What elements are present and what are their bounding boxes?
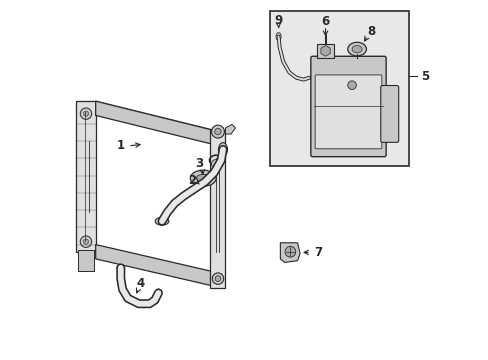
Bar: [210, 130, 225, 288]
Circle shape: [215, 276, 221, 282]
Bar: [76, 101, 96, 252]
Ellipse shape: [347, 42, 366, 56]
Circle shape: [211, 125, 224, 138]
Polygon shape: [96, 244, 212, 286]
Ellipse shape: [190, 170, 216, 186]
Circle shape: [211, 159, 220, 168]
Text: 4: 4: [136, 278, 144, 291]
Circle shape: [285, 246, 295, 257]
Circle shape: [212, 273, 223, 284]
Text: 6: 6: [321, 15, 329, 28]
Text: 3: 3: [195, 157, 203, 170]
Bar: [78, 250, 94, 271]
FancyBboxPatch shape: [310, 56, 386, 157]
Ellipse shape: [196, 174, 210, 182]
Bar: [269, 12, 408, 166]
Text: 5: 5: [420, 70, 428, 83]
FancyBboxPatch shape: [314, 75, 381, 149]
Text: 7: 7: [314, 246, 322, 259]
Ellipse shape: [155, 217, 168, 225]
Polygon shape: [96, 101, 212, 144]
Circle shape: [83, 239, 88, 244]
Ellipse shape: [156, 289, 160, 297]
Polygon shape: [280, 243, 300, 262]
Ellipse shape: [276, 33, 281, 41]
Polygon shape: [225, 125, 235, 134]
Circle shape: [214, 129, 221, 135]
Ellipse shape: [218, 143, 227, 156]
Text: 2: 2: [188, 174, 196, 186]
Ellipse shape: [117, 266, 124, 270]
Ellipse shape: [351, 45, 362, 53]
Circle shape: [80, 108, 92, 120]
FancyBboxPatch shape: [380, 86, 398, 142]
Circle shape: [347, 81, 356, 90]
Text: 1: 1: [117, 139, 124, 152]
Text: 8: 8: [366, 25, 375, 38]
Text: 9: 9: [274, 14, 282, 27]
Bar: [316, 44, 333, 58]
Circle shape: [80, 236, 92, 247]
Circle shape: [83, 111, 88, 116]
